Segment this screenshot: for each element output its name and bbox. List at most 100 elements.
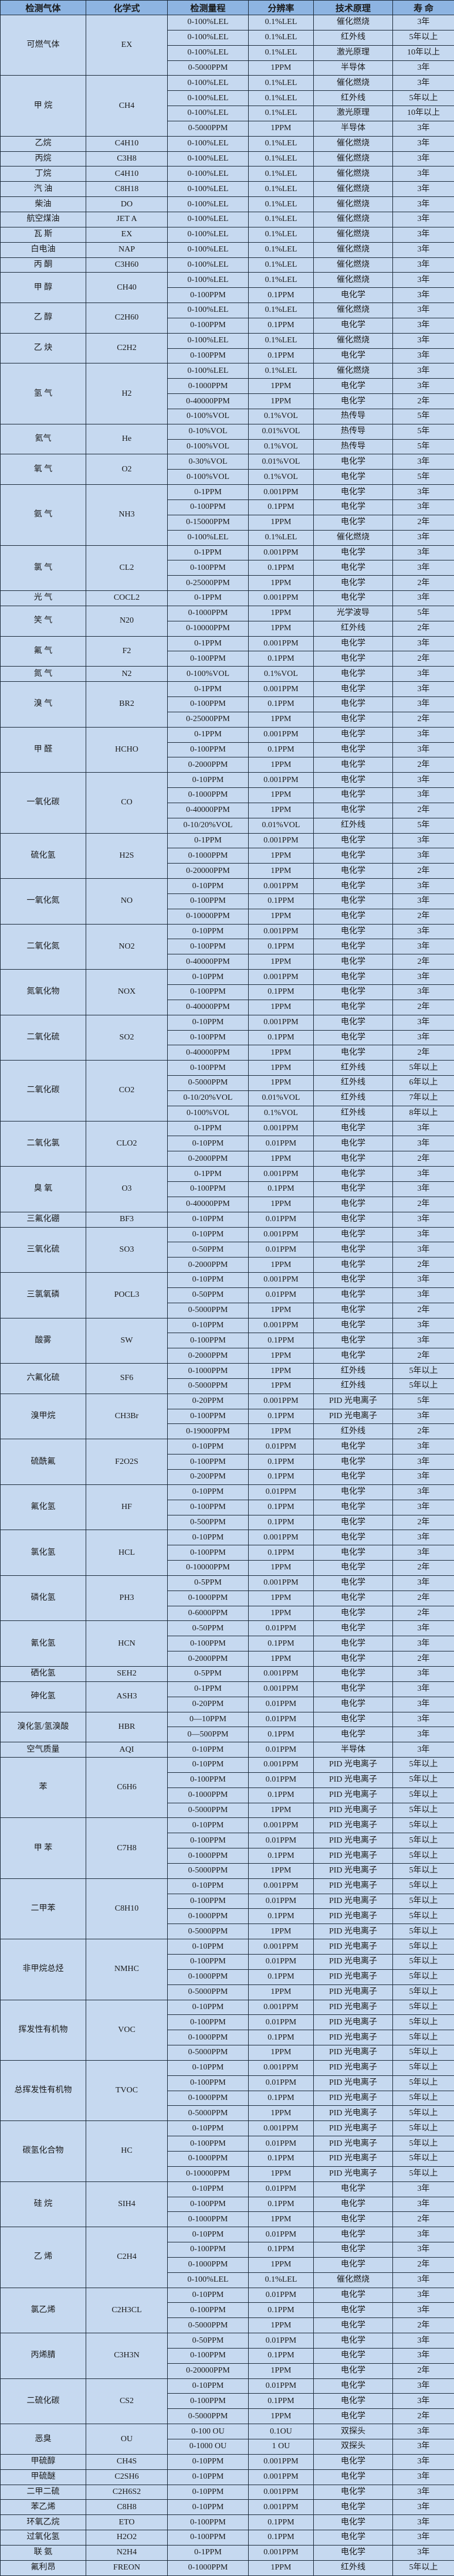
- technology-cell: 电化学: [313, 787, 393, 803]
- resolution-cell: 1PPM: [248, 787, 314, 803]
- table-row: 恶臭 OU 0-100 OU 0.1OU 双探头 3年: [0, 2424, 454, 2455]
- formula-cell: CH4: [86, 75, 168, 137]
- range-cell: 0-10PPM: [167, 1439, 249, 1455]
- technology-cell: 电化学: [313, 1711, 393, 1728]
- range-cell: 0-100%LEL: [167, 166, 249, 182]
- technology-cell: 催化燃烧: [313, 75, 393, 91]
- formula-cell: JET A: [86, 211, 168, 227]
- formula-cell: NMHC: [86, 1939, 168, 2000]
- resolution-cell: 0.01PPM: [248, 1136, 314, 1152]
- table-row: 二甲二硫 C2H6S2 0-10PPM 0.001PPM 电化学 3年: [0, 2484, 454, 2500]
- resolution-cell: 1PPM: [248, 2408, 314, 2425]
- range-cell: 0-100%LEL: [167, 242, 249, 258]
- table-row: 0-10PPM 0.01PPM 电化学 3年: [1, 1136, 454, 1152]
- technology-cell: 电化学: [313, 1333, 393, 1349]
- resolution-cell: 0.01PPM: [248, 1287, 314, 1303]
- resolution-cell: 0.01PPM: [248, 2075, 314, 2091]
- lifespan-cell: 5年以上: [392, 2105, 454, 2122]
- resolution-cell: 1PPM: [248, 2045, 314, 2061]
- lifespan-cell: 2年: [392, 1302, 454, 1318]
- table-row: 0-10000PPM 1PPM PID 光电离子 5年以上: [1, 2166, 454, 2182]
- lifespan-cell: 10年以上: [392, 106, 454, 121]
- table-row: 硫化氢 H2S 0-1PPM 0.001PPM 电化学 3年: [0, 832, 454, 879]
- technology-cell: 热传导: [313, 439, 393, 455]
- resolution-cell: 0.01PPM: [248, 1696, 314, 1712]
- table-row: 0-100PPM 0.1PPM 电化学 3年: [1, 939, 454, 955]
- lifespan-cell: 5年以上: [392, 2166, 454, 2182]
- resolution-cell: 0.01PPM: [248, 1742, 314, 1758]
- gas-name-cell: 汽 油: [0, 181, 86, 198]
- technology-cell: 催化燃烧: [313, 226, 393, 243]
- table-row: 0-100PPM 0.01PPM PID 光电离子 5年以上: [1, 2136, 454, 2152]
- table-row: 航空煤油 JET A 0-100%LEL 0.1%LEL 催化燃烧 3年: [0, 211, 454, 227]
- lifespan-cell: 5年以上: [392, 1817, 454, 1834]
- table-row: 0-100PPM 0.01PPM PID 光电离子 5年以上: [1, 2075, 454, 2091]
- table-row: 氮 气 N2 0-100%VOL 0.1%VOL 电化学 3年: [0, 666, 454, 682]
- range-cell: 0-100PPM: [167, 560, 249, 576]
- lifespan-cell: 3年: [392, 2333, 454, 2349]
- technology-cell: 电化学: [313, 999, 393, 1015]
- range-cell: 0-100PPM: [167, 2014, 249, 2031]
- technology-cell: PID 光电离子: [313, 2014, 393, 2031]
- formula-cell: NO: [86, 878, 168, 925]
- technology-cell: 双探头: [313, 2439, 393, 2455]
- lifespan-cell: 3年: [392, 1166, 454, 1182]
- technology-cell: 催化燃烧: [313, 181, 393, 198]
- technology-cell: 红外线: [313, 620, 393, 637]
- formula-cell: C8H8: [86, 2499, 168, 2516]
- range-cell: 0-100%VOL: [167, 469, 249, 485]
- range-cell: 0-5000PPM: [167, 1984, 249, 2000]
- resolution-cell: 1PPM: [248, 378, 314, 395]
- range-cell: 0-5000PPM: [167, 2317, 249, 2334]
- resolution-cell: 1PPM: [248, 60, 314, 76]
- lifespan-cell: 2年: [392, 757, 454, 773]
- range-cell: 0-100PPM: [167, 1545, 249, 1561]
- technology-cell: 电化学: [313, 2347, 393, 2364]
- table-body: 可燃气体 EX 0-100%LEL 0.1%LEL 催化燃烧 3年 0-100%LEL 0.1…: [0, 14, 454, 2576]
- range-cell: 0-10PPM: [167, 2469, 249, 2485]
- table-row: 0-10/20%VOL 0.01%VOL 红外线 7年以上: [1, 1090, 454, 1106]
- technology-cell: 催化燃烧: [313, 242, 393, 258]
- gas-name-cell: 甲硫醚: [0, 2469, 86, 2485]
- resolution-cell: 0.001PPM: [248, 772, 314, 789]
- table-row: 甲 苯 C7H8 0-10PPM 0.001PPM PID 光电离子 5年以上: [0, 1817, 454, 1879]
- range-cell: 0-50PPM: [167, 1242, 249, 1258]
- lifespan-cell: 3年: [392, 590, 454, 606]
- table-row: 0-5000PPM 1PPM PID 光电离子 5年以上: [1, 1923, 454, 1940]
- gas-name-cell: 氯化氢: [0, 1530, 86, 1576]
- technology-cell: PID 光电离子: [313, 1893, 393, 1909]
- table-row: 0-100PPM 0.01PPM PID 光电离子 5年以上: [1, 2014, 454, 2031]
- resolution-cell: 0.1%LEL: [248, 211, 314, 227]
- gas-name-cell: 三氯氧磷: [0, 1272, 86, 1318]
- technology-cell: 电化学: [313, 1545, 393, 1561]
- resolution-cell: 0.1PPM: [248, 1636, 314, 1652]
- range-cell: 0-10PPM: [167, 1317, 249, 1334]
- resolution-cell: 0.01%VOL: [248, 817, 314, 834]
- range-cell: 0-40000PPM: [167, 999, 249, 1015]
- table-row: 0-5000PPM 1PPM 电化学 2年: [1, 2317, 454, 2334]
- table-row: 0-10000PPM 1PPM 电化学 2年: [1, 1560, 454, 1576]
- lifespan-cell: 3年: [392, 726, 454, 743]
- lifespan-cell: 2年: [392, 514, 454, 531]
- resolution-cell: 0.1%LEL: [248, 135, 314, 152]
- gas-name-cell: 柴油: [0, 196, 86, 212]
- technology-cell: 电化学: [313, 772, 393, 789]
- lifespan-cell: 2年: [392, 1045, 454, 1061]
- formula-cell: SO3: [86, 1226, 168, 1273]
- technology-cell: 电化学: [313, 575, 393, 592]
- lifespan-cell: 3年: [392, 1530, 454, 1546]
- formula-cell: NAP: [86, 242, 168, 258]
- lifespan-cell: 3年: [392, 696, 454, 712]
- range-cell: 0-40000PPM: [167, 393, 249, 409]
- technology-cell: PID 光电离子: [313, 1787, 393, 1803]
- table-row: 0-100PPM 0.01PPM PID 光电离子 5年以上: [1, 1954, 454, 1970]
- lifespan-cell: 3年: [392, 363, 454, 379]
- table-row: 氦气 He 0-10%VOL 0.01%VOL 热传导 5年: [0, 423, 454, 455]
- gas-name-cell: 硫化氢: [0, 832, 86, 879]
- formula-cell: H2O2: [86, 2530, 168, 2546]
- resolution-cell: 1PPM: [248, 954, 314, 970]
- lifespan-cell: 3年: [392, 1545, 454, 1561]
- range-cell: 0-100PPM: [167, 2196, 249, 2213]
- lifespan-cell: 5年以上: [392, 1954, 454, 1970]
